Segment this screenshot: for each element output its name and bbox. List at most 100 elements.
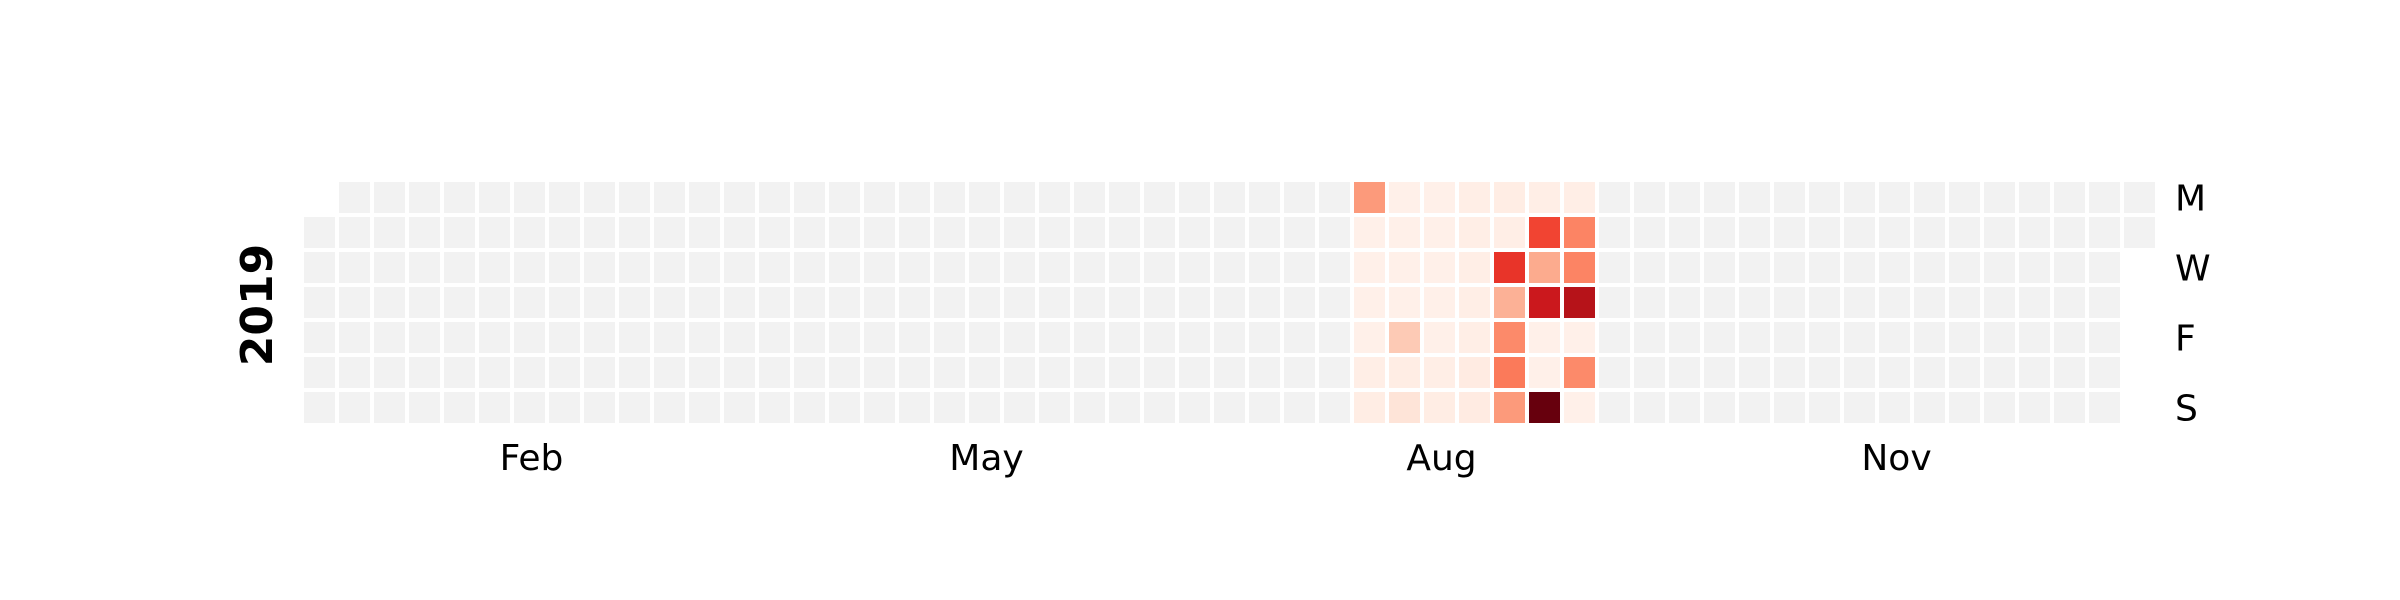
heatmap-cell (829, 357, 860, 388)
heatmap-cell (1249, 322, 1280, 353)
heatmap-cell (689, 182, 720, 213)
heatmap-cell (1494, 217, 1525, 248)
heatmap-cell (1004, 357, 1035, 388)
heatmap-cell (2124, 217, 2155, 248)
heatmap-cell (1984, 287, 2015, 318)
heatmap-cell (1949, 217, 1980, 248)
heatmap-cell (1039, 357, 1070, 388)
heatmap-cell (304, 252, 335, 283)
heatmap-cell (1879, 252, 1910, 283)
heatmap-cell (1109, 182, 1140, 213)
heatmap-cell (1284, 217, 1315, 248)
heatmap-cell (479, 182, 510, 213)
heatmap-cell (794, 357, 825, 388)
heatmap-cell (829, 322, 860, 353)
heatmap-cell (1214, 322, 1245, 353)
heatmap-cell (1389, 357, 1420, 388)
heatmap-cell (1354, 182, 1385, 213)
heatmap-cell (1424, 287, 1455, 318)
heatmap-cell (1669, 217, 1700, 248)
heatmap-cell (1739, 392, 1770, 423)
heatmap-cell (1074, 287, 1105, 318)
heatmap-cell (2019, 217, 2050, 248)
heatmap-cell (1144, 287, 1175, 318)
heatmap-cell (1949, 357, 1980, 388)
heatmap-cell (1179, 182, 1210, 213)
heatmap-cell (1634, 357, 1665, 388)
heatmap-cell (514, 182, 545, 213)
heatmap-cell (899, 252, 930, 283)
heatmap-cell (1844, 217, 1875, 248)
heatmap-cell (549, 217, 580, 248)
heatmap-cell (829, 252, 860, 283)
heatmap-cell (1704, 392, 1735, 423)
heatmap-cell (899, 357, 930, 388)
heatmap-cell (864, 392, 895, 423)
heatmap-cell (409, 287, 440, 318)
heatmap-cell (1459, 392, 1490, 423)
heatmap-cell (1879, 182, 1910, 213)
heatmap-cell (1809, 392, 1840, 423)
heatmap-cell (304, 357, 335, 388)
heatmap-cell (1564, 182, 1595, 213)
heatmap-cell (2089, 217, 2120, 248)
heatmap-cell (969, 392, 1000, 423)
heatmap-cell (1354, 322, 1385, 353)
heatmap-cell (374, 217, 405, 248)
heatmap-cell (514, 217, 545, 248)
heatmap-cell (1354, 287, 1385, 318)
heatmap-cell (2019, 392, 2050, 423)
heatmap-cell (1704, 252, 1735, 283)
heatmap-cell (1984, 322, 2015, 353)
heatmap-cell (864, 287, 895, 318)
heatmap-cell (899, 322, 930, 353)
heatmap-cell (1494, 287, 1525, 318)
heatmap-cell (1984, 182, 2015, 213)
heatmap-cell (1529, 252, 1560, 283)
heatmap-cell (1179, 392, 1210, 423)
heatmap-cell (409, 322, 440, 353)
heatmap-cell (1074, 357, 1105, 388)
heatmap-cell (689, 322, 720, 353)
heatmap-cell (1074, 252, 1105, 283)
heatmap-cell (1984, 392, 2015, 423)
heatmap-cell (1459, 252, 1490, 283)
heatmap-cell (549, 392, 580, 423)
heatmap-cell (584, 252, 615, 283)
heatmap-cell (1494, 322, 1525, 353)
heatmap-cell (1634, 182, 1665, 213)
heatmap-cell (1109, 217, 1140, 248)
day-label: F (2175, 319, 2196, 360)
heatmap-cell (724, 217, 755, 248)
heatmap-cell (444, 217, 475, 248)
heatmap-cell (1494, 182, 1525, 213)
heatmap-cell (1529, 217, 1560, 248)
heatmap-cell (794, 182, 825, 213)
heatmap-cell (1529, 182, 1560, 213)
heatmap-cell (724, 322, 755, 353)
heatmap-cell (339, 217, 370, 248)
heatmap-cell (794, 322, 825, 353)
heatmap-cell (1179, 322, 1210, 353)
heatmap-cell (1354, 392, 1385, 423)
heatmap-cell (1844, 182, 1875, 213)
heatmap-cell (759, 322, 790, 353)
heatmap-cell (1529, 392, 1560, 423)
heatmap-cell (759, 252, 790, 283)
heatmap-cell (1039, 287, 1070, 318)
heatmap-cell (2019, 357, 2050, 388)
heatmap-cell (1599, 322, 1630, 353)
heatmap-cell (724, 357, 755, 388)
heatmap-cell (969, 287, 1000, 318)
heatmap-cell (1354, 357, 1385, 388)
heatmap-cell (444, 182, 475, 213)
heatmap-cell (1109, 357, 1140, 388)
heatmap-cell (759, 217, 790, 248)
heatmap-cell (1669, 322, 1700, 353)
heatmap-cell (1599, 182, 1630, 213)
heatmap-cell (1634, 287, 1665, 318)
heatmap-cell (1354, 252, 1385, 283)
heatmap-cell (1144, 182, 1175, 213)
heatmap-cell (514, 287, 545, 318)
month-label: Feb (500, 438, 564, 479)
